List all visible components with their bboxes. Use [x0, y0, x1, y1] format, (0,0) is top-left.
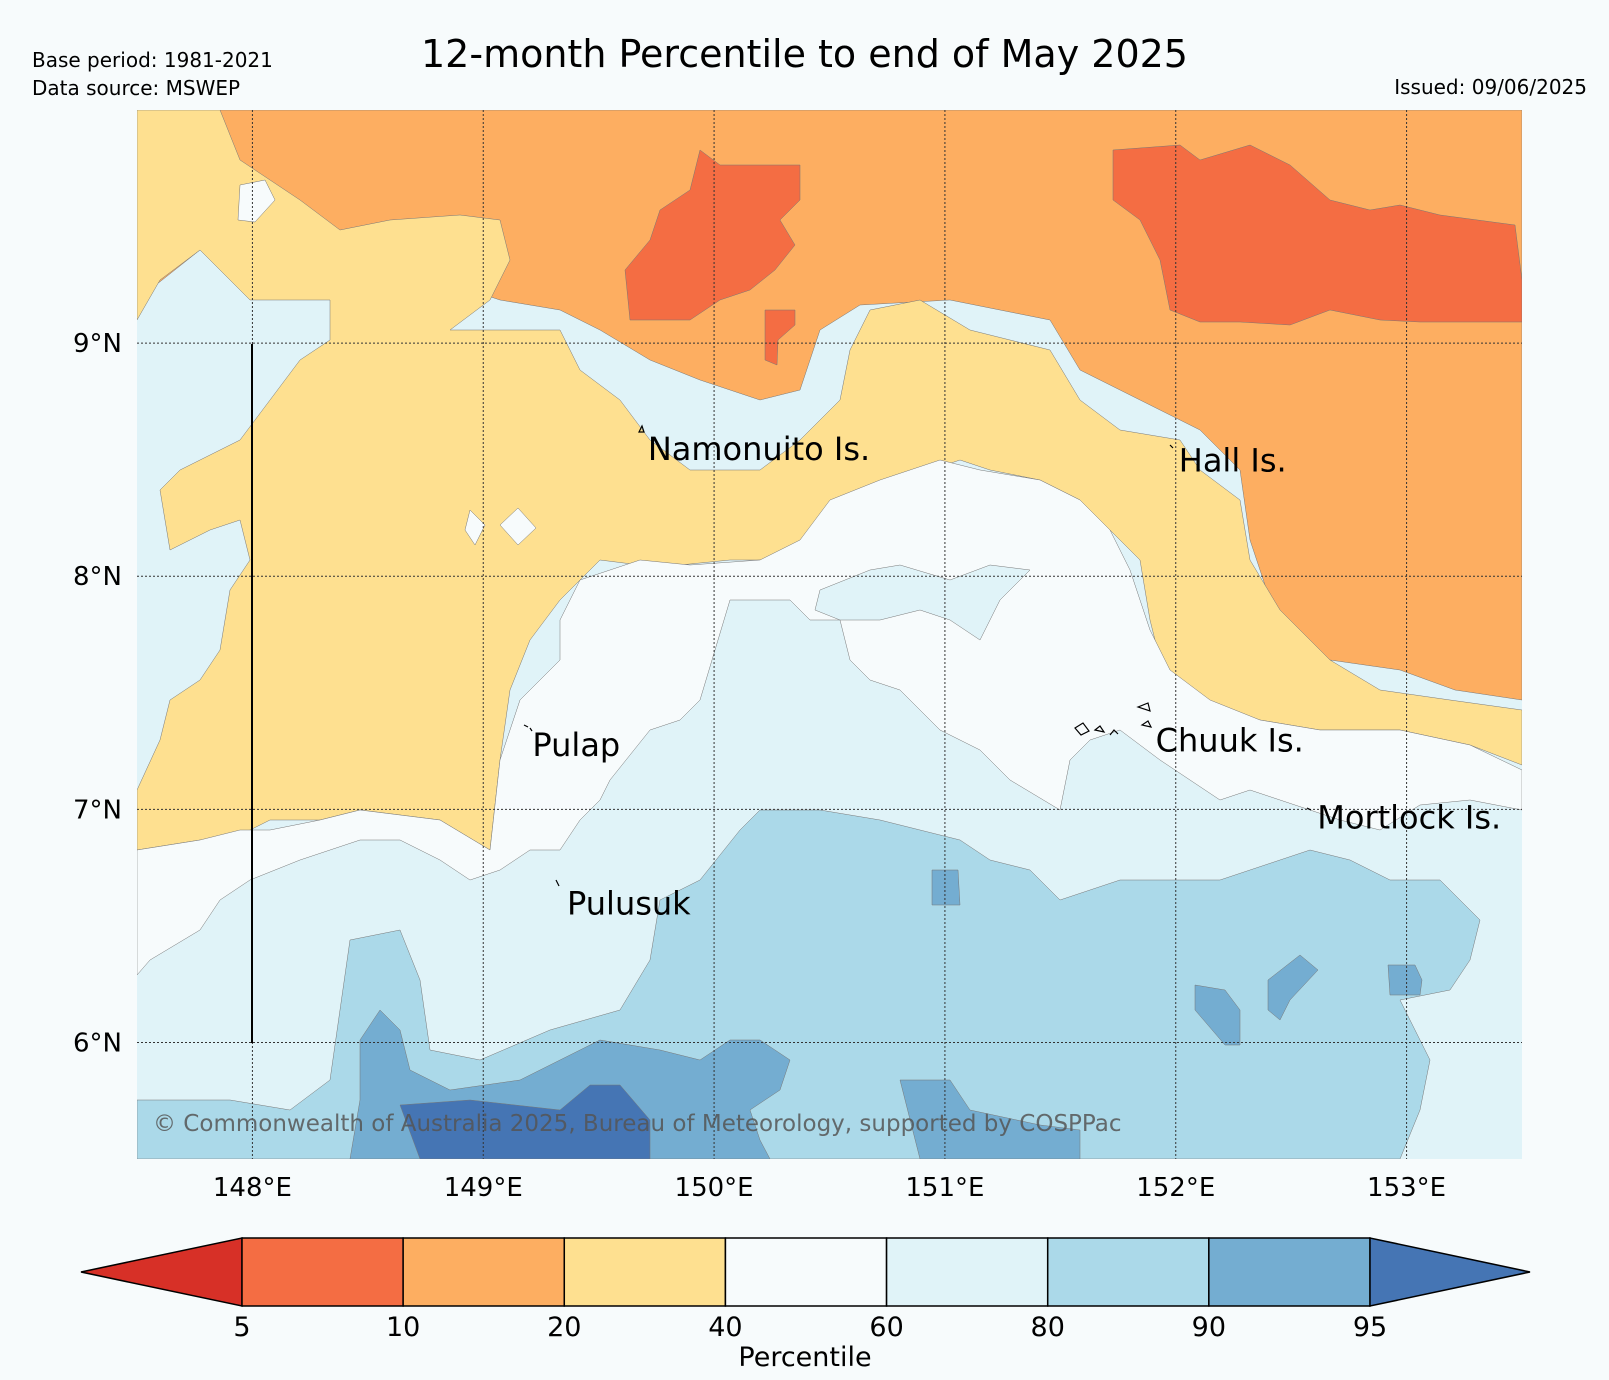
colorbar-segment	[885, 1237, 1049, 1307]
lon-tick-label: 150°E	[675, 1173, 754, 1203]
region-40-60-patch	[464, 509, 486, 546]
lat-tick-label: 7°N	[73, 795, 122, 825]
colorbar-tick-label: 95	[1353, 1312, 1387, 1343]
colorbar-tick-label: 90	[1192, 1312, 1226, 1343]
colorbar-tick-label: 60	[869, 1312, 903, 1343]
colorbar-segment	[402, 1237, 566, 1307]
lon-tick-label: 151°E	[905, 1173, 984, 1203]
place-label: Namonuito Is.	[648, 430, 870, 468]
region-40-60-patch	[237, 179, 276, 223]
lon-tick-label: 149°E	[444, 1173, 523, 1203]
region-90-95-patch	[1194, 984, 1241, 1046]
region-60-80-patch	[814, 564, 1031, 641]
region-90-95-patch	[1267, 954, 1319, 1021]
region-above-95	[399, 1084, 651, 1159]
colorbar-extend-low	[80, 1237, 243, 1307]
lat-tick-label: 6°N	[73, 1028, 122, 1058]
colorbar-tick-label: 40	[708, 1312, 742, 1343]
longitude-axis-labels: 148°E 149°E 150°E 151°E 152°E 153°E	[213, 1173, 1446, 1203]
colorbar-extend-high	[1369, 1237, 1531, 1307]
place-label: Chuuk Is.	[1156, 721, 1304, 759]
region-80-90	[137, 809, 1481, 1159]
percentile-colorbar: 5 10 20 40 60 80 90 95	[80, 1237, 1531, 1343]
colorbar-label: Percentile	[738, 1342, 871, 1373]
region-5-10	[1112, 144, 1522, 326]
map-plot-area: Namonuito Is. Hall Is. Pulap Chuuk Is. Mortl…	[137, 110, 1522, 1159]
lon-tick-label: 153°E	[1367, 1173, 1446, 1203]
lat-tick-label: 8°N	[73, 562, 122, 592]
colorbar-tick-label: 5	[233, 1312, 250, 1343]
island-outlines	[523, 424, 1312, 887]
colorbar-tick-label: 80	[1031, 1312, 1065, 1343]
data-source-text: Data source: MSWEP	[32, 76, 241, 100]
region-5-10-patch	[624, 149, 801, 321]
colorbar-segment	[724, 1237, 888, 1307]
place-label: Mortlock Is.	[1317, 798, 1501, 836]
lat-tick-label: 9°N	[73, 329, 122, 359]
lon-tick-label: 152°E	[1136, 1173, 1215, 1203]
region-90-95-patch	[931, 869, 961, 906]
place-labels: Namonuito Is. Hall Is. Pulap Chuuk Is. Mortl…	[532, 430, 1501, 923]
issued-date: Issued: 09/06/2025	[1394, 75, 1587, 99]
map-title: 12-month Percentile to end of May 2025	[421, 32, 1188, 76]
colorbar-segment	[241, 1237, 404, 1307]
colorbar-tick-label: 20	[547, 1312, 581, 1343]
colorbar-segment	[563, 1237, 727, 1307]
colorbar-tick-label: 10	[386, 1312, 420, 1343]
base-period-text: Base period: 1981-2021	[32, 48, 273, 72]
place-label: Pulap	[532, 726, 620, 764]
region-90-95-patch	[1387, 964, 1423, 996]
region-40-60-patch	[499, 507, 537, 546]
latitude-axis-labels: 6°N 7°N 8°N 9°N	[73, 329, 122, 1058]
lon-tick-label: 148°E	[213, 1173, 292, 1203]
region-5-10-patch	[764, 309, 796, 366]
colorbar-segment	[1046, 1237, 1210, 1307]
place-label: Pulusuk	[567, 885, 691, 923]
place-label: Hall Is.	[1179, 442, 1287, 480]
colorbar-segment	[1208, 1237, 1371, 1307]
copyright-notice: © Commonwealth of Australia 2025, Bureau…	[153, 1111, 1122, 1137]
